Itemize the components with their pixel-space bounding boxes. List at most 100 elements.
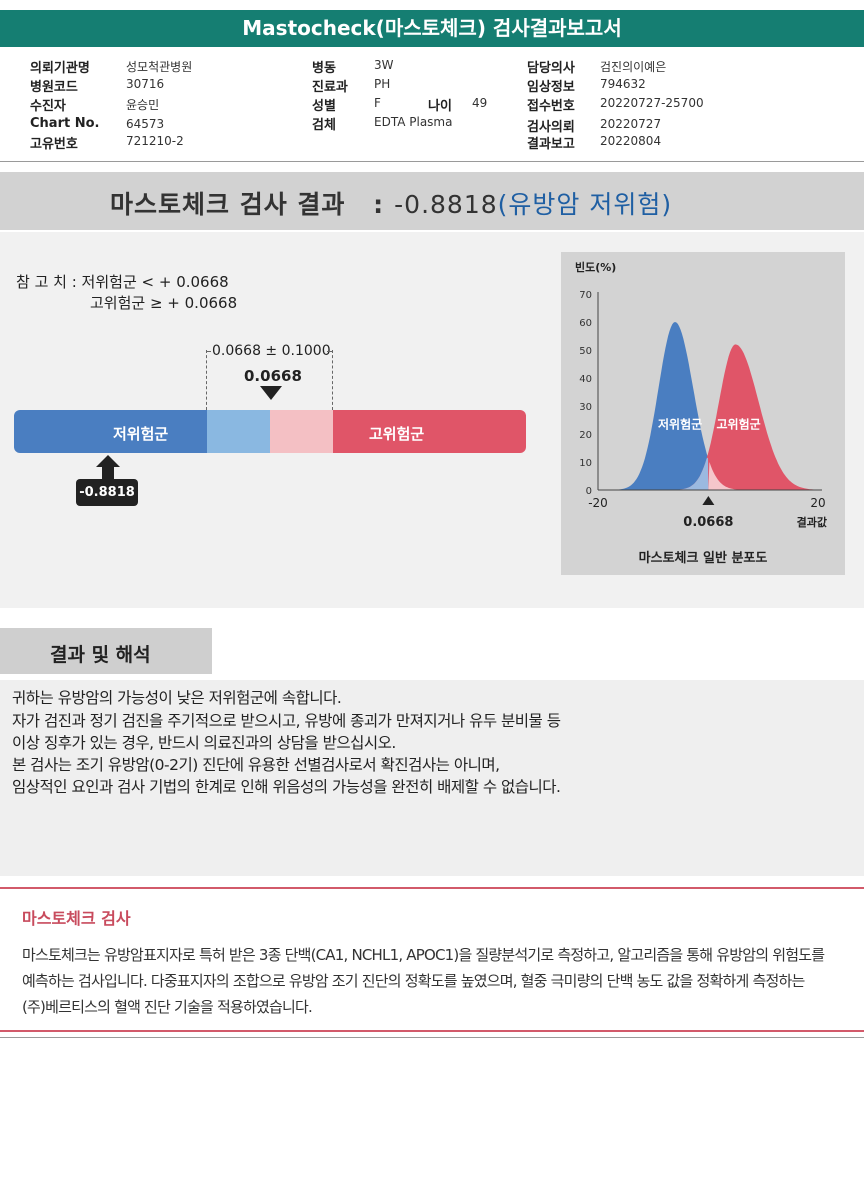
- info-label-unique-no: 고유번호: [30, 137, 78, 152]
- about-heading: 마스토체크 검사: [22, 909, 131, 928]
- y-tick-label: 60: [579, 318, 592, 329]
- chart-x-title: 결과값: [797, 515, 827, 529]
- about-line: (주)베르티스의 혈액 진단 기술을 적용하였습니다.: [22, 998, 313, 1016]
- result-heading-band: 마스토체크 검사 결과 : -0.8818(유방암 저위험): [0, 172, 864, 230]
- info-value-receipt-no: 20220727-25700: [600, 96, 704, 110]
- x-tick-min: -20: [588, 496, 608, 510]
- series-high-label: 고위험군: [717, 416, 761, 431]
- y-tick-label: 20: [579, 430, 592, 441]
- reference-values: 참 고 치 : 저위험군 < + 0.0668 고위험군 ≥ + 0.0668: [16, 272, 237, 314]
- info-value-hospital-code: 30716: [126, 77, 165, 91]
- interpretation-heading-band: 결과 및 해석: [0, 628, 212, 674]
- info-value-institution: 성모척관병원: [126, 60, 193, 74]
- report-title-bar: Mastocheck(마스토체크) 검사결과보고서: [0, 10, 864, 47]
- scale-low-label: 저위험군: [113, 425, 169, 443]
- interpretation-line: 귀하는 유방암의 가능성이 낮은 저위험군에 속합니다.: [12, 689, 342, 707]
- scale-high-risk-margin: [270, 410, 333, 453]
- report-title: Mastocheck(마스토체크) 검사결과보고서: [242, 16, 622, 40]
- info-label-report-date: 결과보고: [527, 137, 575, 152]
- info-label-doctor: 담당의사: [527, 61, 575, 76]
- y-tick-label: 30: [579, 402, 592, 413]
- chart-y-title: 빈도(%): [575, 260, 616, 274]
- patient-value-badge: -0.8818: [76, 479, 138, 506]
- chart-cutoff-label: 0.0668: [683, 515, 733, 530]
- info-value-doctor: 검진의이예은: [600, 60, 667, 74]
- scale-low-risk: [14, 410, 207, 453]
- result-heading-label: 마스토체크 검사 결과: [110, 190, 346, 219]
- info-value-age: 49: [472, 96, 488, 110]
- range-bracket-left: [206, 350, 207, 410]
- info-label-ward: 병동: [312, 61, 336, 76]
- info-value-patient: 윤승민: [126, 98, 160, 112]
- info-value-chart-no: 64573: [126, 117, 165, 131]
- risk-open: (: [497, 190, 509, 219]
- overlap-low-side: [598, 457, 709, 490]
- range-bracket-right: [332, 350, 333, 410]
- scale-high-label: 고위험군: [369, 425, 425, 443]
- info-value-sex: F: [374, 96, 381, 110]
- info-label-age: 나이: [428, 99, 452, 114]
- interpretation-line: 이상 징후가 있는 경우, 반드시 의료진과의 상담을 받으십시오.: [12, 734, 396, 752]
- interpretation-body: 귀하는 유방암의 가능성이 낮은 저위험군에 속합니다. 자가 검진과 정기 검…: [0, 680, 864, 876]
- patient-arrow-stem: [102, 466, 114, 480]
- interpretation-line: 임상적인 요인과 검사 기법의 한계로 인해 위음성의 가능성을 완전히 배제할…: [12, 778, 561, 796]
- info-label-clinical-info: 임상정보: [527, 80, 575, 95]
- reference-prefix: 참 고 치 :: [16, 273, 77, 291]
- info-label-receipt-no: 접수번호: [527, 99, 575, 114]
- interpretation-heading: 결과 및 해석: [50, 644, 151, 666]
- info-label-hospital-code: 병원코드: [30, 80, 78, 95]
- info-label-department: 진료과: [312, 80, 348, 95]
- about-line: 마스토체크는 유방암표지자로 특허 받은 3종 단백(CA1, NCHL1, A…: [22, 946, 825, 964]
- info-label-sex: 성별: [312, 99, 336, 114]
- info-label-institution: 의뢰기관명: [30, 61, 90, 76]
- info-label-patient: 수진자: [30, 99, 66, 114]
- info-value-ward: 3W: [374, 58, 394, 72]
- result-heading: 마스토체크 검사 결과 : -0.8818(유방암 저위험): [110, 185, 672, 221]
- info-value-report-date: 20220804: [600, 134, 662, 148]
- distribution-chart: 빈도(%) 0 10 20 30 40 50 60 70 저위험군 고위험군 -20 20 0…: [561, 252, 845, 575]
- patient-info: 의뢰기관명 성모척관병원 병원코드 30716 수진자 윤승민 Chart No…: [0, 57, 864, 157]
- about-top-rule: [0, 887, 864, 889]
- y-tick-label: 10: [579, 458, 592, 469]
- chart-cutoff-marker-icon: [702, 496, 715, 505]
- divider: [0, 161, 864, 162]
- cutoff-range-label: 0.0668 ± 0.1000: [212, 343, 331, 359]
- range-bracket-top-left: [206, 351, 211, 352]
- info-value-request-date: 20220727: [600, 117, 662, 131]
- scale-low-risk-margin: [207, 410, 270, 453]
- about-line: 예측하는 검사입니다. 다중표지자의 조합으로 유방암 조기 진단의 정확도를 …: [22, 972, 805, 990]
- info-value-clinical-info: 794632: [600, 77, 646, 91]
- chart-title: 마스토체크 일반 분포도: [639, 550, 768, 566]
- patient-arrow-icon: [96, 455, 120, 467]
- y-tick-label: 70: [579, 290, 592, 301]
- result-colon: :: [373, 190, 385, 219]
- result-value: -0.8818: [394, 190, 498, 219]
- scale-high-risk: [333, 410, 526, 453]
- cutoff-value: 0.0668: [244, 367, 302, 385]
- y-tick-label: 50: [579, 346, 592, 357]
- info-value-specimen: EDTA Plasma: [374, 115, 453, 129]
- page-bottom-rule: [0, 1037, 864, 1038]
- x-tick-max: 20: [810, 496, 825, 510]
- risk-close: ): [661, 190, 673, 219]
- range-bracket-top-right: [327, 351, 332, 352]
- y-tick-label: 0: [586, 486, 592, 497]
- info-label-specimen: 검체: [312, 118, 336, 133]
- y-tick-label: 40: [579, 374, 592, 385]
- distribution-svg: 빈도(%) 0 10 20 30 40 50 60 70 저위험군 고위험군 -20 20 0…: [575, 260, 827, 566]
- low-risk-curve: [598, 322, 818, 490]
- reference-high: 고위험군 ≥ + 0.0668: [90, 294, 238, 312]
- info-label-chart-no: Chart No.: [30, 116, 100, 131]
- series-low-label: 저위험군: [658, 416, 702, 431]
- high-risk-curve: [598, 344, 818, 490]
- reference-low: 저위험군 < + 0.0668: [81, 273, 229, 291]
- risk-level: 유방암 저위험: [508, 190, 662, 219]
- interpretation-line: 본 검사는 조기 유방암(0-2기) 진단에 유용한 선별검사로서 확진검사는 …: [12, 756, 500, 774]
- info-value-department: PH: [374, 77, 391, 91]
- about-bottom-rule: [0, 1030, 864, 1032]
- cutoff-arrow-icon: [260, 386, 282, 400]
- interpretation-line: 자가 검진과 정기 검진을 주기적으로 받으시고, 유방에 종괴가 만져지거나 …: [12, 712, 561, 730]
- overlap-high-side: [708, 462, 818, 490]
- info-value-unique-no: 721210-2: [126, 134, 184, 148]
- info-label-request-date: 검사의뢰: [527, 120, 575, 135]
